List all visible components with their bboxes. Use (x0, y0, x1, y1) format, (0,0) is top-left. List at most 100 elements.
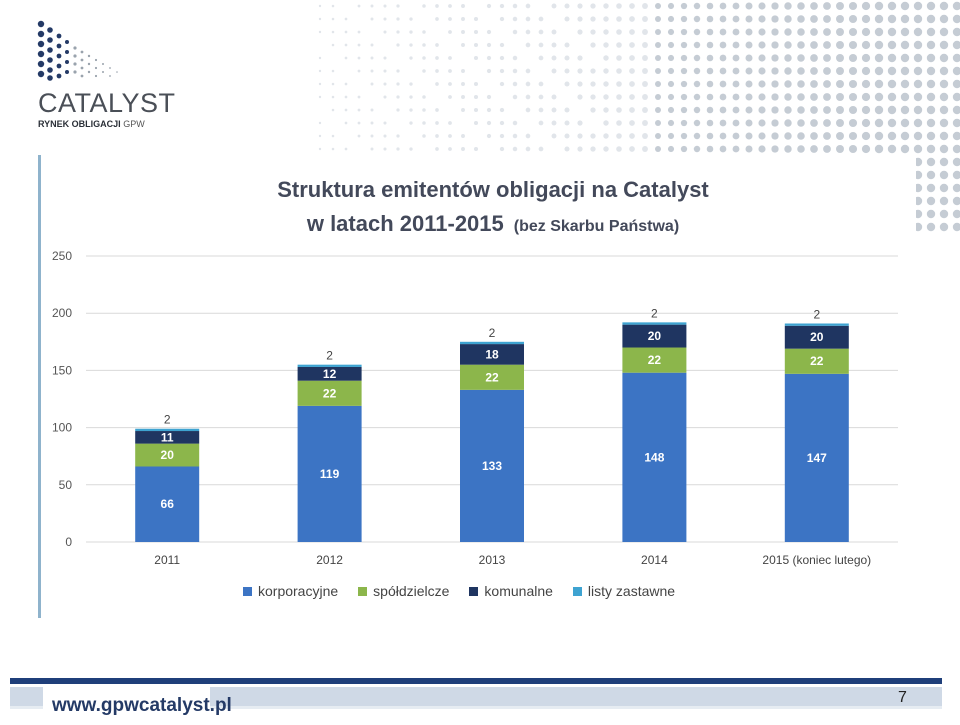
decor-dot (499, 16, 505, 22)
decor-dot (732, 145, 740, 153)
decor-dot (861, 131, 871, 141)
decor-dot (344, 82, 348, 86)
decor-dot (396, 108, 400, 112)
decor-dot (590, 94, 596, 100)
decor-dot (473, 81, 479, 87)
decor-dot (926, 183, 936, 193)
decor-dot (667, 119, 675, 127)
data-label: 119 (320, 467, 340, 481)
data-label: 22 (810, 354, 824, 368)
bar-segment (135, 428, 200, 432)
chart-subtitle: w latach 2011-2015 (bez Skarbu Państwa) (306, 211, 679, 236)
footer-light-bar (10, 687, 942, 706)
decor-dot (331, 95, 335, 99)
decor-dot (861, 118, 871, 128)
decor-dot (448, 121, 452, 125)
decor-dot (590, 3, 596, 9)
decor-dot (448, 95, 452, 99)
decor-dot (603, 120, 609, 126)
decor-dot (823, 132, 831, 140)
decor-dot (396, 147, 400, 151)
decor-dot (616, 133, 622, 139)
decor-dot (913, 40, 923, 50)
decor-dot (383, 95, 387, 99)
data-label: 2 (326, 349, 333, 363)
decor-dot (693, 119, 701, 127)
decor-dot (952, 157, 960, 167)
panel-edge (38, 155, 41, 618)
decor-dot (952, 53, 960, 63)
decor-dot (952, 40, 960, 50)
decor-dot (318, 69, 322, 73)
decor-dot (887, 66, 897, 76)
y-tick-label: 150 (52, 363, 72, 377)
bar-segment (460, 344, 524, 365)
bar-segment (784, 325, 849, 349)
decor-dot (551, 94, 557, 100)
decor-dot (577, 133, 583, 139)
decor-dot (861, 40, 871, 50)
decor-dot (732, 41, 740, 49)
decor-dot (874, 27, 884, 37)
decor-dot (680, 145, 688, 153)
legend-swatch (572, 586, 582, 596)
decor-dot (538, 107, 544, 113)
bar-segment (135, 443, 200, 467)
decor-dot (512, 133, 518, 139)
legend-swatch (243, 586, 252, 596)
decor-dot (435, 82, 439, 86)
decor-dot (719, 54, 727, 62)
decor-dot (577, 16, 583, 22)
decor-dot (913, 118, 923, 128)
decor-dot (939, 1, 949, 11)
decor-dot (383, 69, 387, 73)
decor-dot (836, 106, 844, 114)
decor-dot (939, 79, 949, 89)
decor-dot (422, 4, 426, 8)
decor-dot (590, 107, 596, 113)
decor-dot (590, 146, 596, 152)
chart-title: Struktura emitentów obligacji na Catalys… (277, 177, 709, 202)
decor-dot (836, 28, 844, 36)
decor-dot (810, 15, 818, 23)
decor-dot (810, 67, 818, 75)
footer-url-box (43, 686, 210, 723)
decor-dot (473, 29, 479, 35)
decor-dot (706, 132, 714, 140)
decor-dot (732, 93, 740, 101)
decor-dot (719, 106, 727, 114)
decor-dot (926, 66, 936, 76)
bar-segment (460, 341, 524, 345)
decor-dot (409, 82, 413, 86)
x-tick-label: 2015 (koniec lutego) (762, 553, 871, 567)
decor-dot (913, 66, 923, 76)
decor-dot (409, 56, 413, 60)
decor-dot (525, 3, 531, 9)
decor-dot (706, 93, 714, 101)
logo-dots-mark (37, 20, 118, 81)
decor-dot (344, 121, 348, 125)
decor-dot (874, 79, 884, 89)
decor-dot (926, 157, 936, 167)
page-number: 7 (898, 689, 907, 706)
decor-dot (952, 14, 960, 24)
decor-dot (667, 67, 675, 75)
decor-dot (913, 53, 923, 63)
decor-dot (422, 43, 426, 47)
decor-dot (525, 107, 531, 113)
decor-dot (680, 93, 688, 101)
decor-dot (900, 105, 910, 115)
decor-dot (383, 17, 387, 21)
decor-dot (926, 40, 936, 50)
decor-dot (732, 132, 740, 140)
decor-dot (784, 119, 792, 127)
decor-dot (551, 133, 557, 139)
decor-dot (926, 222, 936, 232)
stacked-bar-chart: Struktura emitentów obligacji na Catalys… (52, 177, 898, 567)
decor-dot (848, 66, 858, 76)
footer-url-link[interactable]: www.gpwcatalyst.pl (52, 695, 232, 716)
decor-dot (732, 2, 740, 10)
decor-dot (357, 43, 361, 47)
decor-dot (642, 94, 648, 100)
x-tick-label: 2011 (154, 553, 180, 567)
